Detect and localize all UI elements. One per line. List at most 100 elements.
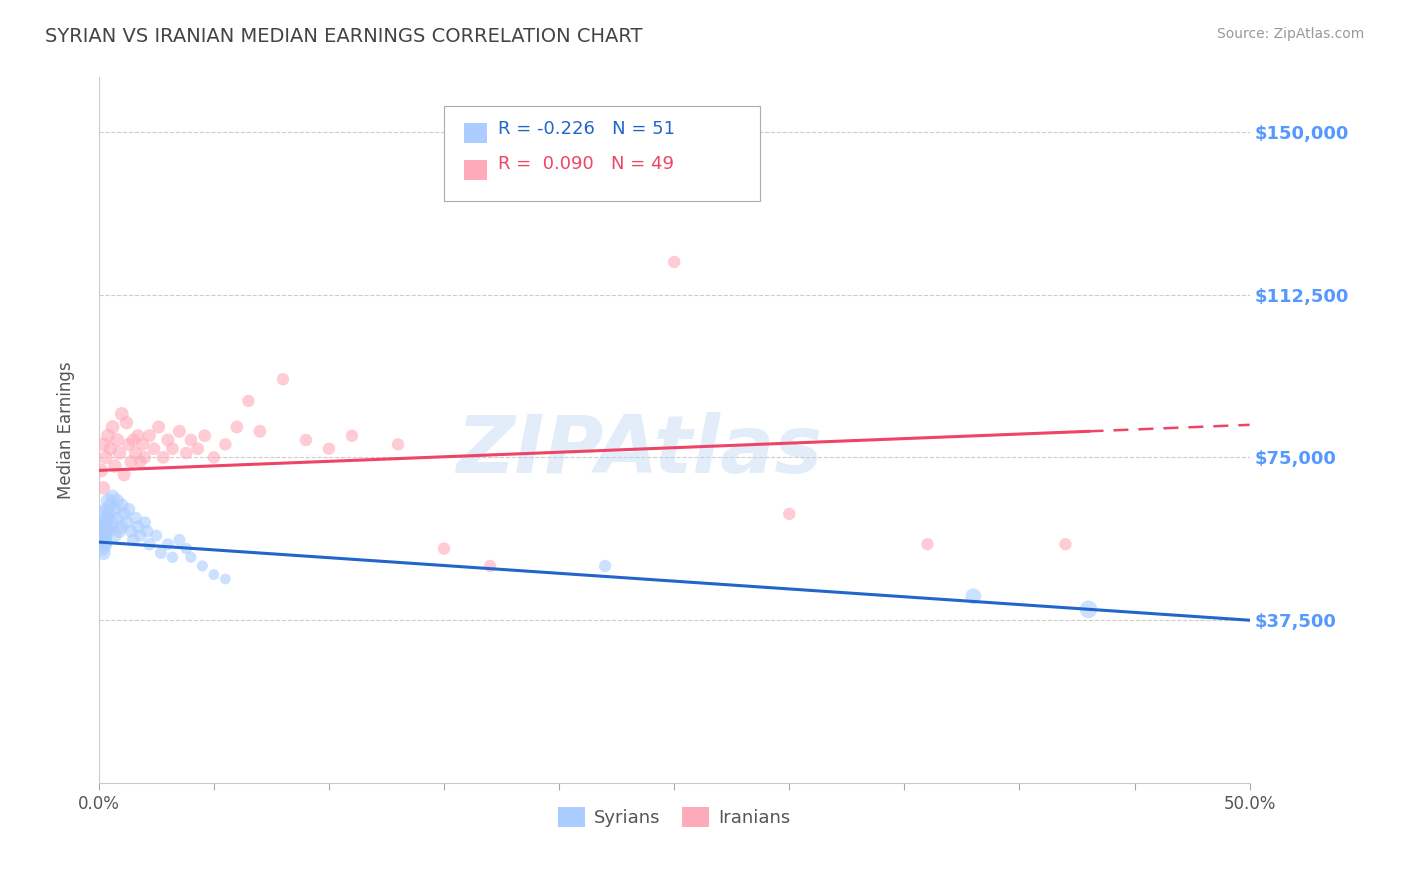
Point bbox=[156, 537, 179, 551]
Point bbox=[96, 511, 118, 525]
FancyBboxPatch shape bbox=[464, 123, 486, 143]
Point bbox=[138, 428, 160, 442]
Point bbox=[156, 433, 179, 447]
Point bbox=[115, 516, 138, 530]
Point bbox=[101, 420, 124, 434]
Point bbox=[249, 425, 271, 439]
Point bbox=[479, 558, 502, 573]
Point bbox=[202, 567, 225, 582]
Point bbox=[93, 537, 115, 551]
Point bbox=[187, 442, 209, 456]
Point bbox=[101, 516, 124, 530]
Point bbox=[93, 481, 115, 495]
Point bbox=[104, 458, 127, 473]
Point bbox=[94, 520, 117, 534]
Point bbox=[149, 546, 172, 560]
Point bbox=[93, 546, 115, 560]
Point bbox=[120, 524, 142, 539]
Point bbox=[90, 528, 112, 542]
Point bbox=[101, 490, 124, 504]
Point bbox=[387, 437, 409, 451]
Y-axis label: Median Earnings: Median Earnings bbox=[58, 361, 75, 499]
Point bbox=[98, 520, 121, 534]
Point bbox=[664, 255, 686, 269]
Point bbox=[129, 455, 152, 469]
Point bbox=[127, 520, 149, 534]
Point bbox=[89, 537, 111, 551]
Point bbox=[93, 528, 115, 542]
Point bbox=[433, 541, 456, 556]
Point bbox=[105, 493, 128, 508]
Point bbox=[134, 516, 156, 530]
Point bbox=[134, 450, 156, 465]
Point bbox=[1077, 602, 1099, 616]
Point bbox=[108, 446, 131, 460]
Point bbox=[962, 590, 984, 604]
Point bbox=[129, 528, 152, 542]
Point bbox=[97, 493, 120, 508]
Point bbox=[111, 520, 134, 534]
Point bbox=[225, 420, 247, 434]
Point bbox=[93, 533, 115, 547]
Point bbox=[174, 446, 197, 460]
FancyBboxPatch shape bbox=[444, 105, 761, 201]
Point bbox=[917, 537, 939, 551]
Point bbox=[318, 442, 340, 456]
Point bbox=[1054, 537, 1077, 551]
Point bbox=[112, 467, 135, 482]
Point bbox=[112, 507, 135, 521]
Point bbox=[148, 420, 170, 434]
Point bbox=[143, 442, 166, 456]
Point bbox=[152, 450, 174, 465]
Point bbox=[145, 528, 167, 542]
Text: Source: ZipAtlas.com: Source: ZipAtlas.com bbox=[1216, 27, 1364, 41]
Point bbox=[122, 533, 145, 547]
Point bbox=[194, 428, 217, 442]
Point bbox=[111, 498, 134, 512]
Point bbox=[98, 498, 121, 512]
Point bbox=[93, 437, 115, 451]
Point bbox=[169, 425, 191, 439]
Point bbox=[202, 450, 225, 465]
Point bbox=[105, 433, 128, 447]
Point bbox=[214, 437, 236, 451]
Point bbox=[131, 437, 153, 451]
Point bbox=[124, 446, 146, 460]
Point bbox=[91, 507, 114, 521]
Point bbox=[97, 524, 120, 539]
Point bbox=[105, 511, 128, 525]
Text: R = -0.226   N = 51: R = -0.226 N = 51 bbox=[498, 120, 675, 138]
Point bbox=[214, 572, 236, 586]
Point bbox=[104, 528, 127, 542]
Point bbox=[180, 550, 202, 565]
Point bbox=[169, 533, 191, 547]
Point bbox=[162, 550, 184, 565]
Point bbox=[94, 450, 117, 465]
Point bbox=[340, 428, 363, 442]
Point bbox=[93, 516, 115, 530]
Point bbox=[271, 372, 294, 386]
Point bbox=[191, 558, 214, 573]
Point bbox=[97, 428, 120, 442]
Point bbox=[778, 507, 800, 521]
Point bbox=[94, 502, 117, 516]
Point bbox=[238, 393, 260, 408]
Point bbox=[295, 433, 318, 447]
Point bbox=[90, 463, 112, 477]
Point bbox=[122, 433, 145, 447]
Point bbox=[118, 437, 141, 451]
Point bbox=[127, 428, 149, 442]
Point bbox=[180, 433, 202, 447]
Legend: Syrians, Iranians: Syrians, Iranians bbox=[551, 799, 797, 834]
Point bbox=[136, 524, 159, 539]
Point bbox=[593, 558, 616, 573]
Point bbox=[124, 511, 146, 525]
Point bbox=[91, 524, 114, 539]
Point bbox=[162, 442, 184, 456]
Point bbox=[98, 442, 121, 456]
Text: ZIPAtlas: ZIPAtlas bbox=[457, 412, 823, 491]
Point bbox=[120, 455, 142, 469]
Point bbox=[104, 502, 127, 516]
Point bbox=[115, 416, 138, 430]
Point bbox=[111, 407, 134, 421]
